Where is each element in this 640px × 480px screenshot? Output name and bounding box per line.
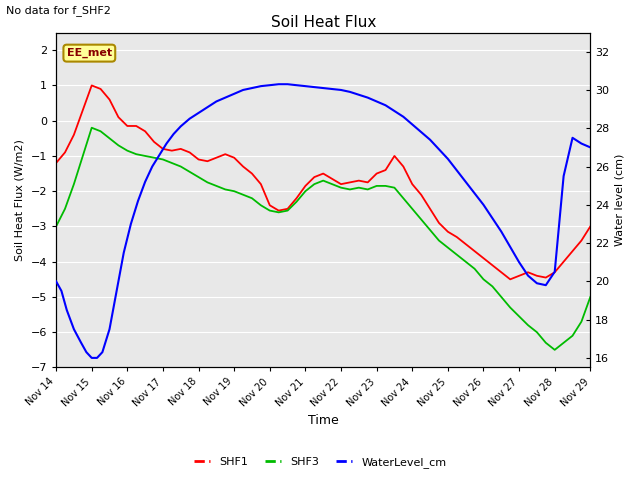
Text: No data for f_SHF2: No data for f_SHF2 bbox=[6, 5, 111, 16]
Y-axis label: Water level (cm): Water level (cm) bbox=[615, 154, 625, 246]
Y-axis label: Soil Heat Flux (W/m2): Soil Heat Flux (W/m2) bbox=[15, 139, 25, 261]
Text: EE_met: EE_met bbox=[67, 48, 112, 58]
Title: Soil Heat Flux: Soil Heat Flux bbox=[271, 15, 376, 30]
Legend: SHF1, SHF3, WaterLevel_cm: SHF1, SHF3, WaterLevel_cm bbox=[189, 452, 451, 472]
X-axis label: Time: Time bbox=[308, 414, 339, 427]
